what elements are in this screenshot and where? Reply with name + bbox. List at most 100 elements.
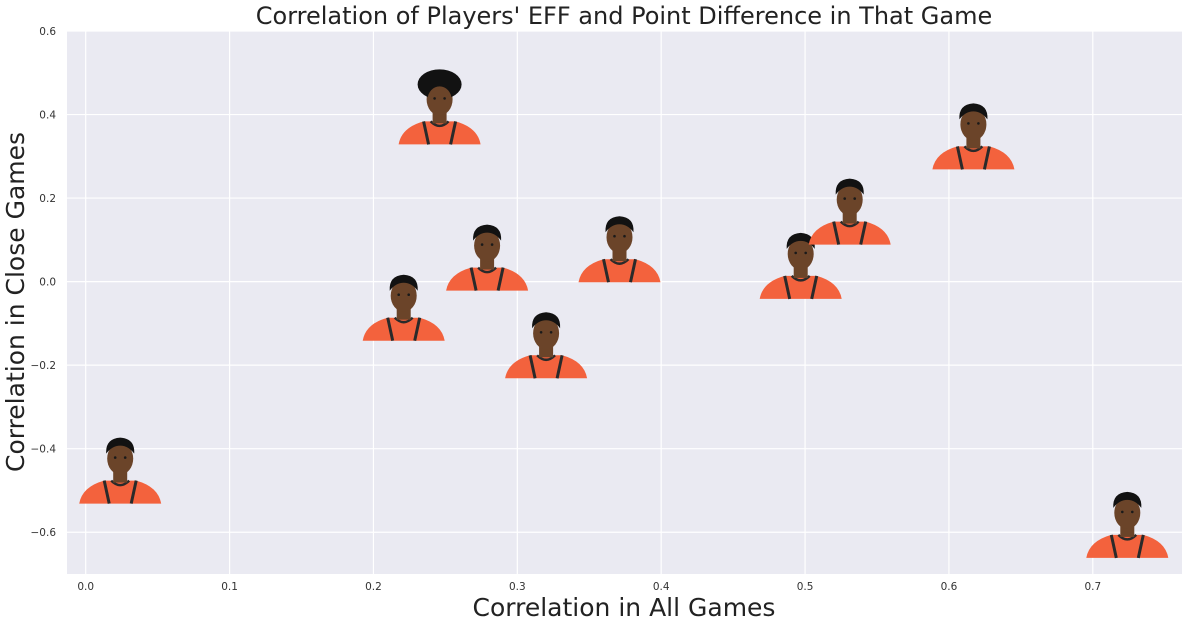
gridlines xyxy=(67,30,1182,574)
jersey-shape xyxy=(505,355,588,379)
y-tick-label: 0.4 xyxy=(39,110,56,122)
head-shape xyxy=(836,183,863,216)
head-shape xyxy=(1114,496,1141,529)
jersey-collar xyxy=(1117,534,1138,541)
x-tick-label: 0.0 xyxy=(77,581,94,593)
hair-shape xyxy=(959,103,988,120)
hair-shape xyxy=(389,274,418,291)
data-point-player-headshot xyxy=(446,224,529,291)
face-shape xyxy=(427,86,452,113)
tick-labels: 0.0 0.1 0.2 0.3 0.4 0.5 0.6 0.7 −0.6 −0.4 −0.2 0.0 0… xyxy=(31,26,1102,593)
hair-shape xyxy=(532,312,561,329)
jersey-shape xyxy=(759,275,842,299)
head-shape xyxy=(960,108,987,141)
eye-shape xyxy=(804,251,807,255)
x-axis-label: Correlation in All Games xyxy=(473,593,776,622)
eye-shape xyxy=(967,122,970,125)
eye-shape xyxy=(433,97,436,100)
eye-shape xyxy=(549,331,553,334)
jersey-shape xyxy=(932,146,1015,170)
y-tick-label: −0.4 xyxy=(31,444,57,456)
eye-shape xyxy=(113,456,117,459)
y-tick-label: 0.2 xyxy=(39,193,56,205)
jersey-trim xyxy=(832,221,868,245)
eye-shape xyxy=(1131,510,1134,514)
eye-shape xyxy=(794,251,797,255)
x-tick-label: 0.6 xyxy=(941,581,958,593)
jersey-collar xyxy=(536,354,556,361)
data-point-player-headshot xyxy=(1086,491,1169,559)
jersey-trim xyxy=(955,146,991,170)
jersey-trim xyxy=(422,121,458,145)
jersey-collar xyxy=(609,258,630,265)
x-tick-label: 0.2 xyxy=(365,581,382,593)
head-shape xyxy=(606,221,633,254)
plot-area xyxy=(67,31,1182,574)
x-tick-label: 0.3 xyxy=(509,581,526,593)
jersey-trim xyxy=(469,267,505,291)
eye-shape xyxy=(623,234,626,238)
hair-shape xyxy=(106,437,135,454)
data-point-player-headshot xyxy=(398,69,481,145)
eye-shape xyxy=(480,243,484,246)
jersey-collar xyxy=(477,266,497,274)
head-shape xyxy=(107,442,134,475)
data-point-player-headshot xyxy=(578,216,661,283)
data-point-player-headshot xyxy=(505,312,588,379)
hair-shape xyxy=(1113,491,1142,508)
data-point-player-headshot xyxy=(808,178,891,245)
x-tick-label: 0.7 xyxy=(1084,581,1101,593)
data-point-player-headshot xyxy=(932,103,1015,170)
jersey-collar xyxy=(839,220,860,228)
head-shape xyxy=(390,279,417,312)
jersey-trim xyxy=(602,258,637,283)
eye-shape xyxy=(853,197,856,200)
jersey-collar xyxy=(393,316,414,324)
x-tick-label: 0.5 xyxy=(797,581,814,593)
eye-shape xyxy=(613,234,616,238)
eye-shape xyxy=(490,243,494,246)
y-tick-label: −0.6 xyxy=(31,527,57,539)
head-shape xyxy=(787,237,814,270)
data-point-player-headshot xyxy=(362,274,445,342)
x-tick-label: 0.4 xyxy=(653,581,670,593)
eye-shape xyxy=(843,197,846,200)
jersey-trim xyxy=(102,480,138,504)
head-shape xyxy=(533,317,560,350)
jersey-collar xyxy=(110,479,131,487)
jersey-trim xyxy=(386,317,422,342)
x-tick-label: 0.1 xyxy=(221,581,238,593)
jersey-trim xyxy=(783,275,819,300)
eye-shape xyxy=(443,97,446,100)
jersey-collar xyxy=(790,275,811,282)
jersey-trim xyxy=(1109,534,1145,559)
jersey-shape xyxy=(808,221,891,245)
eye-shape xyxy=(539,331,543,334)
hair-shape xyxy=(786,232,815,249)
jersey-trim xyxy=(528,354,564,379)
y-tick-label: −0.2 xyxy=(31,360,57,372)
data-points xyxy=(79,69,1169,559)
jersey-shape xyxy=(398,121,481,145)
y-tick-label: 0.6 xyxy=(39,26,56,38)
data-point-player-headshot xyxy=(759,232,842,300)
jersey-collar xyxy=(429,120,450,128)
head-shape xyxy=(474,229,501,262)
chart-title: Correlation of Players' EFF and Point Di… xyxy=(256,2,992,30)
jersey-shape xyxy=(446,267,529,291)
data-point-player-headshot xyxy=(79,437,162,504)
eye-shape xyxy=(397,293,400,296)
eye-shape xyxy=(977,122,980,125)
eye-shape xyxy=(407,293,410,296)
jersey-collar xyxy=(963,145,984,153)
y-axis-label: Correlation in Close Games xyxy=(1,132,30,472)
hair-shape xyxy=(605,216,634,233)
jersey-shape xyxy=(79,480,162,504)
hair-shape xyxy=(417,69,462,100)
eye-shape xyxy=(1121,510,1124,514)
jersey-shape xyxy=(362,317,445,341)
jersey-shape xyxy=(1086,534,1169,558)
hair-shape xyxy=(835,178,864,195)
y-tick-label: 0.0 xyxy=(39,277,56,289)
